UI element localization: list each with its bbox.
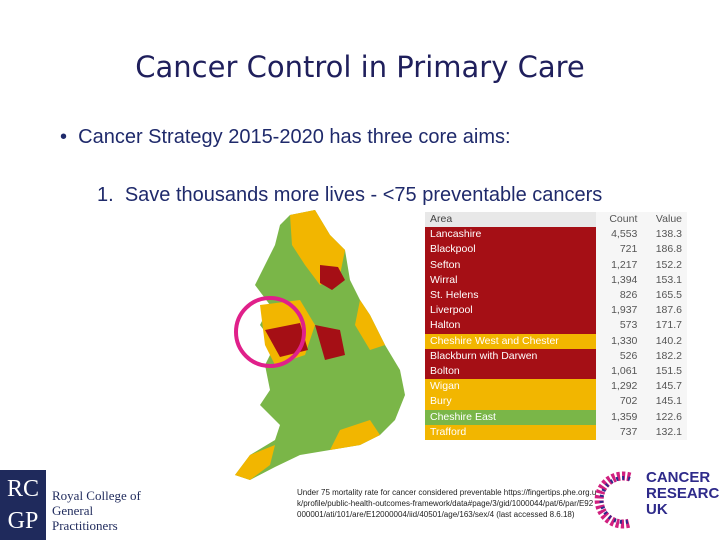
highlight-circle bbox=[234, 296, 306, 368]
value-cell: 165.5 bbox=[642, 288, 687, 304]
area-cell: Lancashire bbox=[425, 227, 596, 243]
count-cell: 1,359 bbox=[595, 409, 643, 425]
value-cell: 186.8 bbox=[642, 242, 687, 258]
count-cell: 1,937 bbox=[595, 303, 643, 319]
map-region bbox=[320, 265, 345, 290]
area-cell: Halton bbox=[425, 318, 596, 334]
column-header: Count bbox=[595, 212, 643, 228]
rcgp-mark: RC GP bbox=[0, 470, 46, 540]
value-cell: 151.5 bbox=[642, 364, 687, 380]
title: Cancer Control in Primary Care bbox=[135, 50, 585, 84]
cruk-line: CANCER bbox=[646, 469, 711, 486]
table-row: St. Helens 826 165.5 bbox=[425, 288, 687, 304]
count-cell: 1,330 bbox=[595, 333, 643, 349]
table-row: Blackpool 721 186.8 bbox=[425, 242, 687, 258]
count-cell: 573 bbox=[595, 318, 643, 334]
data-table: Area Count Value Lancashire 4,553 138.3 Blackp… bbox=[425, 212, 687, 441]
map-region bbox=[235, 445, 275, 480]
value-cell: 182.2 bbox=[642, 348, 687, 365]
column-header: Area bbox=[425, 212, 596, 228]
bullet-text: Cancer Strategy 2015-2020 has three core… bbox=[78, 126, 511, 148]
table-row: Bury 702 145.1 bbox=[425, 394, 687, 410]
value-cell: 153.1 bbox=[642, 272, 687, 289]
area-cell: Cheshire West and Chester bbox=[425, 333, 596, 349]
cruk-logo: CANCER RESEARCH UK bbox=[590, 465, 720, 540]
list-item: 1. Save thousands more lives - <75 preve… bbox=[97, 184, 602, 207]
table-row: Wigan 1,292 145.7 bbox=[425, 379, 687, 395]
table-row: Lancashire 4,553 138.3 bbox=[425, 227, 687, 243]
area-cell: St. Helens bbox=[425, 288, 596, 304]
count-cell: 737 bbox=[595, 424, 643, 441]
count-cell: 1,217 bbox=[595, 257, 643, 273]
table-body: Lancashire 4,553 138.3 Blackpool 721 186.8 Sef… bbox=[425, 227, 687, 441]
area-cell: Liverpool bbox=[425, 303, 596, 319]
value-cell: 132.1 bbox=[642, 424, 687, 441]
count-cell: 1,061 bbox=[595, 364, 643, 380]
table-row: Bolton 1,061 151.5 bbox=[425, 364, 687, 380]
area-cell: Bury bbox=[425, 394, 596, 410]
map-region bbox=[265, 323, 308, 357]
map-region bbox=[330, 420, 380, 450]
count-cell: 702 bbox=[595, 394, 643, 410]
table-row: Cheshire East 1,359 122.6 bbox=[425, 409, 687, 425]
rcgp-letters: GP bbox=[7, 508, 39, 534]
table-row: Trafford 737 132.1 bbox=[425, 424, 687, 441]
count-cell: 4,553 bbox=[595, 227, 643, 243]
cruk-line: RESEARCH bbox=[646, 485, 720, 502]
cruk-text: CANCER RESEARCH UK bbox=[646, 470, 720, 518]
count-cell: 826 bbox=[595, 288, 643, 304]
count-cell: 1,292 bbox=[595, 379, 643, 395]
table-row: Liverpool 1,937 187.6 bbox=[425, 303, 687, 319]
table-row: Wirral 1,394 153.1 bbox=[425, 272, 687, 289]
table-header: Area Count Value bbox=[425, 212, 687, 228]
value-cell: 152.2 bbox=[642, 257, 687, 273]
rcgp-logo: RC GP Royal College of General Practitio… bbox=[0, 470, 150, 540]
area-cell: Cheshire East bbox=[425, 409, 596, 425]
map-region bbox=[355, 300, 385, 350]
area-cell: Sefton bbox=[425, 257, 596, 273]
value-cell: 138.3 bbox=[642, 227, 687, 243]
map-region bbox=[315, 325, 345, 360]
count-cell: 526 bbox=[595, 348, 643, 365]
cruk-line: UK bbox=[646, 501, 668, 518]
value-cell: 171.7 bbox=[642, 318, 687, 334]
cruk-dots bbox=[594, 471, 632, 529]
area-cell: Wigan bbox=[425, 379, 596, 395]
table-row: Cheshire West and Chester 1,330 140.2 bbox=[425, 333, 687, 349]
bullet: • Cancer Strategy 2015-2020 has three co… bbox=[60, 126, 511, 149]
table-row: Blackburn with Darwen 526 182.2 bbox=[425, 348, 687, 365]
item-text: Save thousands more lives - <75 preventa… bbox=[124, 184, 603, 206]
area-cell: Blackburn with Darwen bbox=[425, 348, 596, 365]
count-cell: 1,394 bbox=[595, 272, 643, 289]
value-cell: 140.2 bbox=[642, 333, 687, 349]
table-row: Halton 573 171.7 bbox=[425, 318, 687, 334]
value-cell: 122.6 bbox=[642, 409, 687, 425]
area-cell: Trafford bbox=[425, 424, 596, 441]
value-cell: 145.1 bbox=[642, 394, 687, 410]
item-number: 1. bbox=[97, 184, 114, 206]
table-row: Sefton 1,217 152.2 bbox=[425, 257, 687, 273]
area-cell: Blackpool bbox=[425, 242, 596, 258]
rcgp-letters: RC bbox=[6, 476, 39, 502]
value-cell: 145.7 bbox=[642, 379, 687, 395]
area-cell: Wirral bbox=[425, 272, 596, 289]
rcgp-name: Royal College of General Practitioners bbox=[52, 488, 141, 533]
map-england bbox=[235, 210, 405, 480]
column-header: Value bbox=[642, 212, 687, 228]
area-cell: Bolton bbox=[425, 364, 596, 380]
map bbox=[234, 210, 405, 480]
footnote: Under 75 mortality rate for cancer consi… bbox=[297, 488, 597, 519]
value-cell: 187.6 bbox=[642, 303, 687, 319]
count-cell: 721 bbox=[595, 242, 643, 258]
cruk-mark bbox=[594, 471, 632, 529]
bullet-dot: • bbox=[60, 126, 79, 148]
